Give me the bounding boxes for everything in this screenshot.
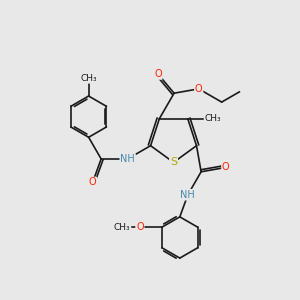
Text: S: S — [170, 158, 177, 167]
Text: O: O — [154, 69, 162, 79]
Text: CH₃: CH₃ — [80, 74, 97, 83]
Text: O: O — [195, 84, 202, 94]
Text: CH₃: CH₃ — [205, 114, 221, 123]
Text: CH₃: CH₃ — [114, 223, 130, 232]
Text: O: O — [136, 222, 144, 232]
Text: O: O — [89, 178, 96, 188]
Text: NH: NH — [120, 154, 135, 164]
Text: O: O — [222, 162, 230, 172]
Text: NH: NH — [181, 190, 195, 200]
